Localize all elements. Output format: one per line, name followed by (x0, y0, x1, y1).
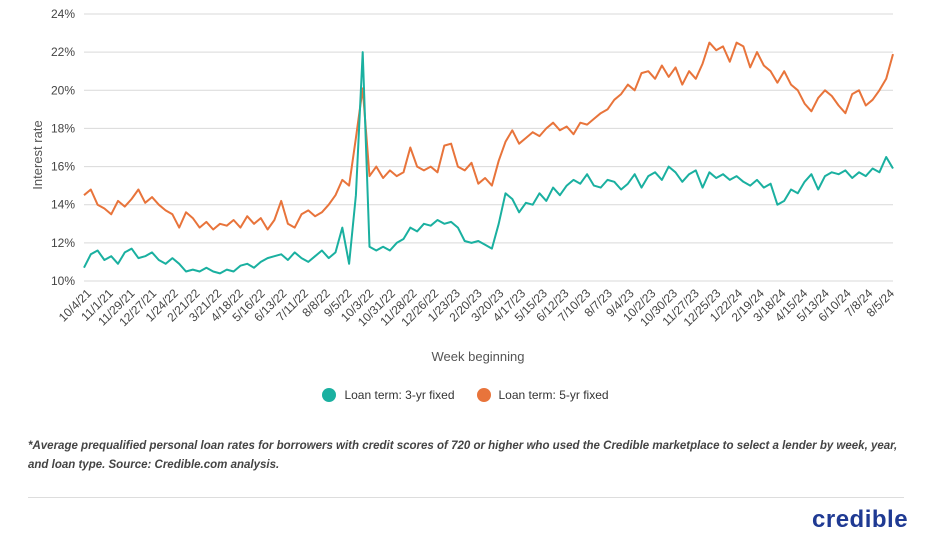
footnote: *Average prequalified personal loan rate… (28, 440, 898, 471)
x-axis-title: Week beginning (432, 349, 525, 364)
y-tick-labels: 10% 12% 14% 16% 18% 20% 22% 24% (51, 7, 75, 288)
series-line-5yr (83, 41, 894, 231)
legend-swatch-3yr (322, 388, 337, 402)
legend: Loan term: 3-yr fixed Loan term: 5-yr fi… (0, 388, 931, 402)
legend-label-5yr: Loan term: 5-yr fixed (498, 388, 609, 402)
y-tick-label: 22% (51, 45, 75, 59)
y-tick-label: 10% (51, 274, 75, 288)
gridlines (84, 13, 893, 282)
divider (28, 497, 904, 498)
y-tick-label: 14% (51, 198, 75, 212)
series-line-3yr (83, 51, 894, 275)
y-tick-label: 12% (51, 236, 75, 250)
legend-swatch-5yr (476, 388, 491, 402)
legend-item-3yr[interactable]: Loan term: 3-yr fixed (322, 388, 455, 402)
series-lines (83, 41, 894, 275)
y-tick-label: 18% (51, 121, 75, 135)
legend-label-3yr: Loan term: 3-yr fixed (344, 388, 455, 402)
x-tick-labels: 10/4/2111/1/2111/29/2112/27/211/24/222/2… (56, 286, 897, 329)
legend-item-5yr[interactable]: Loan term: 5-yr fixed (476, 388, 609, 402)
y-tick-label: 24% (51, 7, 75, 21)
y-axis-title: Interest rate (30, 120, 45, 189)
line-chart: 10% 12% 14% 16% 18% 20% 22% 24% 10/4/2111/1/211… (30, 7, 897, 364)
y-tick-label: 20% (51, 83, 75, 97)
credible-logo[interactable]: credible (812, 506, 909, 533)
y-tick-label: 16% (51, 160, 75, 174)
